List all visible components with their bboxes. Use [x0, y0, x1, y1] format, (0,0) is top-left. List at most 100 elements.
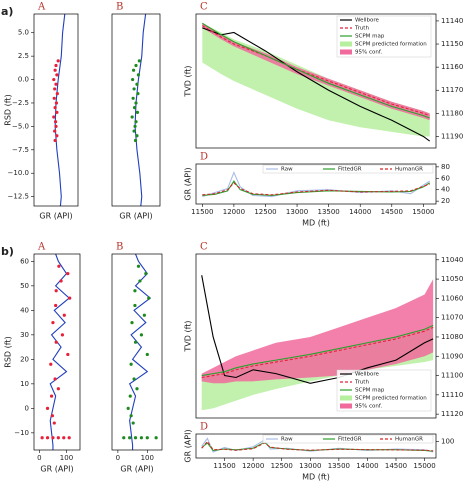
y-tick-label: 10	[20, 380, 29, 388]
x-tick-label: 11500	[213, 462, 235, 470]
x-tick-label: 13000	[299, 462, 321, 470]
y-axis-label: TVD (ft)	[184, 320, 193, 352]
legend-label: Truth	[354, 380, 369, 386]
data-point	[54, 101, 59, 105]
data-point	[133, 124, 137, 128]
data-point	[139, 333, 144, 337]
data-point	[51, 321, 55, 325]
data-point	[54, 63, 58, 68]
data-point	[122, 436, 126, 440]
x-tick-label: 100	[141, 454, 154, 462]
legend-label: 95% conf.	[355, 50, 382, 56]
data-point	[130, 115, 134, 119]
x-tick-label: 14000	[356, 462, 378, 470]
data-point	[54, 340, 58, 344]
data-point	[133, 340, 138, 344]
x-tick-label: 13000	[286, 208, 308, 216]
data-point	[55, 134, 59, 138]
legend-box	[262, 164, 434, 174]
y-axis-label: RSD (ft)	[4, 94, 13, 125]
x-axis-label: GR (API)	[40, 465, 73, 474]
data-point	[56, 59, 60, 63]
x-axis-label: GR (API)	[39, 212, 72, 221]
x-tick-label: 14500	[385, 462, 407, 470]
data-point	[62, 436, 66, 440]
data-point	[132, 129, 136, 133]
data-point	[134, 120, 138, 124]
data-point	[68, 296, 72, 300]
data-point	[60, 333, 65, 337]
y-tick-label: 11100	[441, 372, 463, 380]
y-tick-label: 2.5	[18, 52, 29, 60]
data-point	[55, 110, 59, 114]
x-tick-label: 15000	[412, 208, 434, 216]
panel-letter: C	[200, 2, 208, 13]
x-tick-label: 0	[116, 454, 120, 462]
data-point	[53, 106, 57, 110]
legend-label: Wellbore	[355, 372, 380, 378]
x-tick-label: 12000	[223, 208, 245, 216]
y-tick-label: 11180	[441, 109, 463, 117]
legend-label: HumanGR	[395, 167, 423, 173]
y-tick-label: −10.0	[8, 169, 29, 177]
plot-frame	[111, 13, 161, 207]
panel-letter: D	[200, 422, 208, 433]
data-point	[130, 321, 134, 325]
panel-letter: C	[200, 242, 208, 253]
y-tick-label: 20	[20, 355, 29, 363]
data-point	[135, 134, 139, 138]
data-point	[129, 414, 133, 418]
y-tick-label: 0	[25, 404, 29, 412]
data-line	[202, 182, 430, 196]
data-point	[128, 436, 132, 440]
data-point	[53, 87, 57, 91]
data-point	[132, 377, 136, 381]
data-line	[202, 180, 430, 196]
data-point	[56, 387, 60, 391]
data-point	[55, 92, 59, 96]
y-tick-label: 60	[20, 257, 29, 265]
data-point	[132, 68, 136, 72]
panel-letter: A	[37, 2, 46, 13]
data-point	[52, 421, 56, 425]
x-axis-label: MD (ft)	[302, 473, 330, 482]
y-tick-label: 11040	[441, 256, 463, 264]
y-tick-label: 20	[441, 197, 450, 205]
data-point	[53, 129, 57, 133]
legend-box	[336, 369, 432, 412]
data-point	[136, 92, 140, 96]
data-point	[66, 352, 70, 357]
data-line	[201, 275, 434, 384]
data-point	[53, 377, 57, 381]
panel-letter: B	[116, 242, 123, 253]
y-tick-label: 100	[441, 438, 454, 446]
x-tick-label: 13500	[317, 208, 339, 216]
data-point	[53, 138, 57, 143]
data-point	[144, 272, 148, 276]
data-point	[52, 115, 56, 119]
data-point	[138, 279, 142, 283]
legend-box	[336, 15, 432, 58]
panel-letter: D	[200, 152, 208, 163]
data-point	[54, 124, 58, 128]
legend-label: SCPM map	[355, 388, 385, 394]
x-tick-label: 15000	[413, 462, 435, 470]
y-axis-label: GR (API)	[184, 429, 193, 462]
y-tick-label: −10	[14, 429, 29, 437]
data-point	[154, 436, 158, 440]
y-tick-label: 60	[441, 174, 450, 182]
y-tick-label: −12.5	[8, 193, 29, 201]
y-tick-label: 11080	[441, 333, 463, 341]
data-line	[54, 14, 66, 206]
plot-frame	[111, 253, 163, 451]
x-tick-label: 12500	[271, 462, 293, 470]
data-point	[131, 77, 135, 82]
legend-label: SCPM map	[355, 34, 385, 40]
x-tick-label: 14500	[381, 208, 403, 216]
data-point	[135, 82, 139, 86]
x-tick-label: 11500	[191, 208, 213, 216]
legend-label: 95% conf.	[355, 404, 382, 410]
y-tick-label: −5.0	[12, 122, 29, 130]
data-point	[67, 436, 71, 440]
data-point	[55, 73, 59, 77]
